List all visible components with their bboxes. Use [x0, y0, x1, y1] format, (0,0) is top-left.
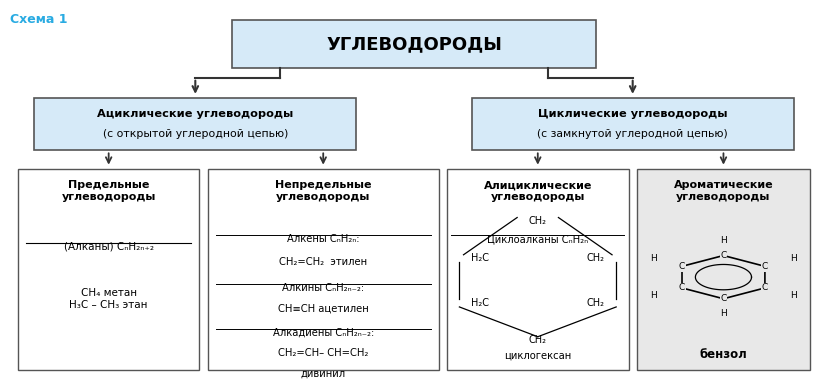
Text: H₂C: H₂C — [471, 298, 489, 308]
Text: CH₂=CH– CH=CH₂: CH₂=CH– CH=CH₂ — [278, 348, 368, 358]
Text: (с открытой углеродной цепью): (с открытой углеродной цепью) — [103, 130, 288, 139]
Text: H₂C: H₂C — [471, 253, 489, 264]
Text: CH≡CH ацетилен: CH≡CH ацетилен — [278, 304, 368, 314]
FancyBboxPatch shape — [18, 169, 199, 370]
FancyBboxPatch shape — [447, 169, 628, 370]
Text: CH₂: CH₂ — [528, 216, 546, 226]
Text: H: H — [789, 255, 796, 263]
Text: Алкены CₙH₂ₙ:: Алкены CₙH₂ₙ: — [287, 234, 359, 244]
Text: CH₂: CH₂ — [586, 298, 604, 308]
Text: циклогексан: циклогексан — [504, 351, 571, 361]
Text: H: H — [719, 236, 726, 245]
FancyBboxPatch shape — [208, 169, 438, 370]
Text: C: C — [678, 262, 684, 271]
FancyBboxPatch shape — [636, 169, 809, 370]
Text: H: H — [649, 291, 656, 300]
Text: C: C — [678, 283, 684, 293]
Text: H: H — [649, 255, 656, 263]
Text: CH₂: CH₂ — [528, 336, 546, 346]
Text: Предельные
углеводороды: Предельные углеводороды — [61, 180, 155, 202]
Text: (Алканы) CₙH₂ₙ₊₂: (Алканы) CₙH₂ₙ₊₂ — [64, 242, 154, 252]
Text: H: H — [789, 291, 796, 300]
Text: C: C — [761, 262, 767, 271]
Text: (с замкнутой углеродной цепью): (с замкнутой углеродной цепью) — [537, 130, 727, 139]
FancyBboxPatch shape — [232, 20, 595, 69]
Text: Алициклические
углеводороды: Алициклические углеводороды — [483, 180, 591, 202]
Text: бензол: бензол — [699, 348, 747, 361]
Text: H: H — [719, 309, 726, 318]
FancyBboxPatch shape — [471, 98, 792, 150]
Text: Алкины CₙH₂ₙ₋₂:: Алкины CₙH₂ₙ₋₂: — [282, 283, 364, 293]
Text: Алкадиены CₙH₂ₙ₋₂:: Алкадиены CₙH₂ₙ₋₂: — [272, 327, 374, 338]
Text: Ациклические углеводороды: Ациклические углеводороды — [97, 109, 293, 119]
Text: Непредельные
углеводороды: Непредельные углеводороды — [275, 180, 371, 202]
Text: C: C — [719, 251, 726, 260]
Text: CH₂: CH₂ — [586, 253, 604, 264]
Text: CH₄ метан
H₃C – CH₃ этан: CH₄ метан H₃C – CH₃ этан — [69, 288, 148, 310]
Text: C: C — [761, 283, 767, 293]
Text: дивинил: дивинил — [300, 368, 346, 378]
Text: Схема 1: Схема 1 — [10, 13, 67, 26]
Text: CH₂=CH₂  этилен: CH₂=CH₂ этилен — [279, 257, 367, 267]
Text: Циклоалканы CₙH₂ₙ: Циклоалканы CₙH₂ₙ — [486, 234, 588, 244]
FancyBboxPatch shape — [35, 98, 356, 150]
Text: C: C — [719, 294, 726, 303]
Text: УГЛЕВОДОРОДЫ: УГЛЕВОДОРОДЫ — [326, 35, 501, 53]
Text: Ароматические
углеводороды: Ароматические углеводороды — [673, 180, 772, 202]
Text: Циклические углеводороды: Циклические углеводороды — [538, 109, 727, 119]
